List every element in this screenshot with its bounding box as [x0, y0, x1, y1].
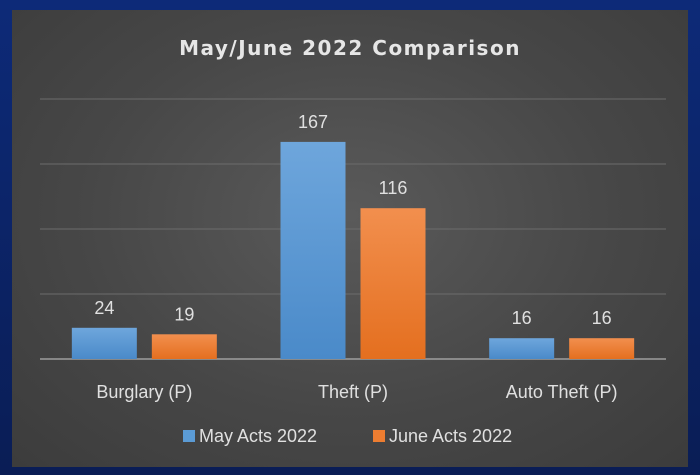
- data-label: 16: [512, 308, 532, 328]
- data-label: 24: [94, 298, 114, 318]
- data-label: 167: [298, 112, 328, 132]
- data-label: 19: [174, 304, 194, 324]
- legend-label-may: May Acts 2022: [199, 426, 317, 446]
- legend-swatch-may: [183, 430, 195, 442]
- category-label: Theft (P): [318, 382, 388, 402]
- category-label: Burglary (P): [96, 382, 192, 402]
- category-labels: Burglary (P) Theft (P) Auto Theft (P): [96, 382, 617, 402]
- bars: [71, 141, 635, 359]
- bar-may-2: [489, 338, 555, 359]
- bar-may-1: [280, 141, 346, 359]
- category-label: Auto Theft (P): [506, 382, 618, 402]
- gridlines: [40, 98, 666, 360]
- legend-swatch-june: [373, 430, 385, 442]
- bar-june-0: [151, 334, 217, 359]
- bar-may-0: [71, 327, 137, 359]
- data-label: 116: [379, 178, 408, 198]
- data-labels: 24 19 167 116 16 16: [94, 112, 611, 328]
- chart-area: [12, 10, 688, 467]
- legend-label-june: June Acts 2022: [389, 426, 512, 446]
- chart-title: May/June 2022 Comparison: [179, 36, 521, 60]
- bar-june-1: [360, 208, 426, 359]
- data-label: 16: [592, 308, 612, 328]
- bar-june-2: [569, 338, 635, 359]
- legend: May Acts 2022 June Acts 2022: [183, 426, 512, 446]
